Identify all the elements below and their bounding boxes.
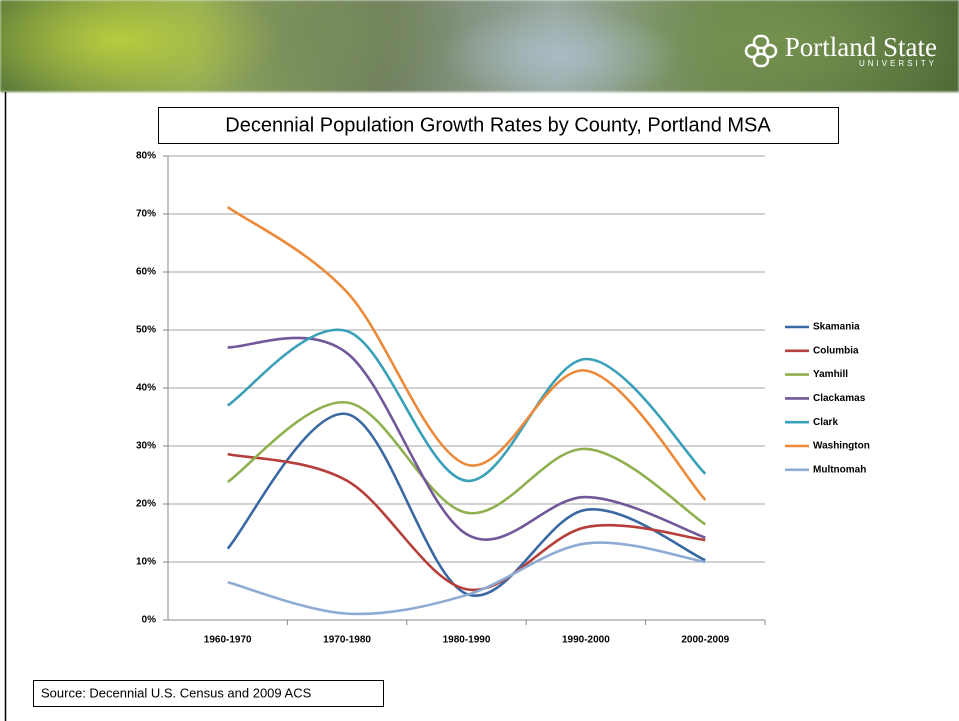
chart-title: Decennial Population Growth Rates by Cou…: [225, 114, 771, 136]
legend-label: Skamania: [813, 322, 860, 333]
legend-label: Multnomah: [813, 464, 866, 475]
y-tick-label: 50%: [136, 325, 156, 336]
y-tick-label: 20%: [136, 499, 156, 510]
series-line: [228, 454, 706, 590]
legend-label: Washington: [813, 441, 870, 452]
y-tick-label: 40%: [136, 383, 156, 394]
y-tick-label: 10%: [136, 557, 156, 568]
legend-label: Clark: [813, 417, 838, 428]
x-tick-label: 2000-2009: [681, 635, 729, 646]
x-tick-label: 1980-1990: [443, 635, 491, 646]
x-tick-label: 1960-1970: [204, 635, 252, 646]
y-tick-label: 60%: [136, 267, 156, 278]
legend-label: Clackamas: [813, 393, 866, 404]
series-line: [228, 207, 706, 500]
slide: Portland State UNIVERSITY Decennial Popu…: [0, 0, 959, 721]
series-line: [228, 543, 706, 614]
source-note: Source: Decennial U.S. Census and 2009 A…: [41, 685, 312, 700]
legend-label: Columbia: [813, 345, 859, 356]
series-line: [228, 414, 706, 596]
y-tick-label: 70%: [136, 209, 156, 220]
x-tick-label: 1990-2000: [562, 635, 610, 646]
y-tick-label: 0%: [142, 615, 157, 626]
legend-label: Yamhill: [813, 369, 848, 380]
y-tick-label: 80%: [136, 151, 156, 162]
chart: Decennial Population Growth Rates by Cou…: [0, 0, 959, 721]
series-line: [228, 338, 706, 540]
y-tick-label: 30%: [136, 441, 156, 452]
x-tick-label: 1970-1980: [323, 635, 371, 646]
